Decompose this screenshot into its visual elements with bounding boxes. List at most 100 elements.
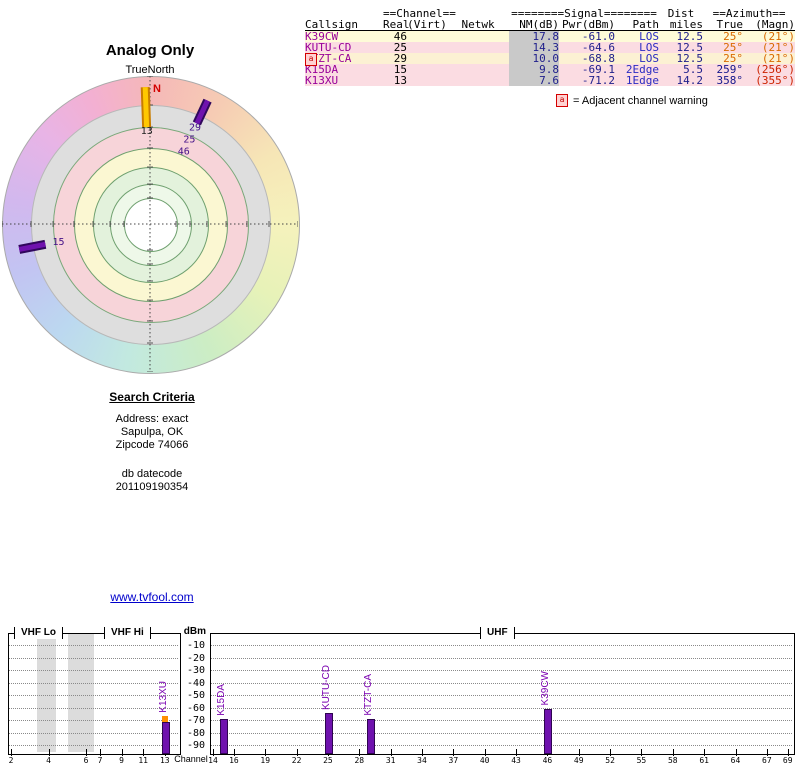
azimuth-true-cell: 25° xyxy=(723,52,744,65)
table-row: K39CW 46 17.8 -61.0 LOS 12.5 25° (21°) xyxy=(305,30,796,43)
gridline xyxy=(211,745,792,746)
real-channel-cell: 13 xyxy=(393,74,407,87)
x-axis-tick-label: 31 xyxy=(385,756,396,765)
search-zipcode: Zipcode 74066 xyxy=(115,439,189,451)
x-axis-tick-label: 61 xyxy=(699,756,709,765)
path-cell: LOS xyxy=(639,52,660,65)
search-address: Address: exact xyxy=(115,413,189,425)
x-axis-tick xyxy=(672,749,674,756)
x-axis-tick xyxy=(48,749,50,756)
gridline xyxy=(211,720,792,721)
radar-channel-label: 25 xyxy=(183,134,195,145)
callsign-cell: K39CW xyxy=(305,30,339,43)
x-axis-tick-label: 58 xyxy=(667,756,678,765)
power-cell: -68.8 xyxy=(581,52,616,65)
y-axis-tick-label: -40 xyxy=(186,677,205,689)
distance-cell: 5.5 xyxy=(683,63,704,76)
x-axis-tick xyxy=(359,749,361,756)
x-axis-tick xyxy=(735,749,737,756)
callsign-cell: KUTU-CD xyxy=(305,41,352,54)
legend-text: = Adjacent channel warning xyxy=(573,94,708,107)
azimuth-true-cell: 25° xyxy=(723,41,744,54)
x-axis-tick-label: 34 xyxy=(417,756,427,765)
x-axis-tick xyxy=(143,749,145,756)
section-label-uhf: UHF xyxy=(480,627,515,639)
x-axis-tick xyxy=(787,749,789,756)
x-axis-tick xyxy=(453,749,455,756)
gridline xyxy=(9,720,178,721)
distance-cell: 12.5 xyxy=(676,41,704,54)
table-row: KTZT-CA 29 10.0 -68.8 LOS 12.5 25° (21°) xyxy=(305,52,796,65)
adjacent-channel-warning-icon: a xyxy=(305,53,317,66)
path-cell: 1Edge xyxy=(625,74,660,87)
table-group-header-row: ==Channel== ========Signal======== Dist … xyxy=(305,8,795,19)
x-axis-label: Channel xyxy=(174,754,208,764)
uhf-panel xyxy=(210,633,795,755)
power-cell: -64.6 xyxy=(581,41,616,54)
miles-header: miles xyxy=(659,19,704,31)
channel-group-header: ==Channel== xyxy=(383,7,456,20)
callsign-cell: KTZT-CA xyxy=(305,52,352,65)
radar-channel-label: 15 xyxy=(52,237,64,248)
dist-group-header: Dist xyxy=(667,7,695,20)
north-marker: N xyxy=(153,83,161,95)
x-axis-tick-label: 22 xyxy=(291,756,302,765)
path-cell: 2Edge xyxy=(625,63,660,76)
x-axis-tick xyxy=(390,749,392,756)
radar-channel-label: 46 xyxy=(178,147,190,158)
radar-title: Analog Only xyxy=(105,42,195,59)
power-header: Pwr(dBm) xyxy=(559,19,616,31)
radar-station-marker xyxy=(142,87,150,128)
real-channel-header: Real xyxy=(383,18,410,31)
path-cell: LOS xyxy=(639,41,660,54)
gridline xyxy=(211,707,792,709)
radar-station-marker xyxy=(18,241,46,252)
nm-cell: 17.8 xyxy=(509,30,560,42)
x-axis-tick-label: 67 xyxy=(762,756,772,765)
section-label-vhf-lo: VHF Lo xyxy=(14,627,63,639)
y-axis-tick-label: -60 xyxy=(186,702,205,714)
x-axis-tick-label: 6 xyxy=(83,756,89,765)
x-axis-tick xyxy=(484,749,486,756)
azimuth-magnetic-cell: (21°) xyxy=(761,41,796,54)
gridline xyxy=(9,645,178,646)
x-axis-tick-label: 19 xyxy=(260,756,271,765)
azimuth-true-header: True xyxy=(703,19,744,31)
radar-ring-center xyxy=(124,198,178,252)
signal-bar-callsign-label: KTZT-CA xyxy=(362,673,374,716)
table-row: KUTU-CD 25 14.3 -64.6 LOS 12.5 25° (21°) xyxy=(305,41,796,54)
adjacent-channel-warning-icon: a xyxy=(556,94,568,107)
y-axis-unit-label: dBm xyxy=(183,626,206,637)
search-criteria: Search Criteria Address: exact Sapulpa, … xyxy=(52,390,252,494)
signal-bar xyxy=(544,708,553,754)
gridline xyxy=(9,657,178,659)
power-cell: -61.0 xyxy=(581,30,616,43)
x-axis-tick-label: 52 xyxy=(605,756,615,765)
x-axis-tick xyxy=(610,749,612,756)
azimuth-magnetic-cell: (21°) xyxy=(761,30,796,43)
distance-cell: 14.2 xyxy=(676,74,704,87)
y-axis-tick-label: -10 xyxy=(186,640,205,651)
signal-bar-cap xyxy=(161,715,168,722)
x-axis-tick-label: 40 xyxy=(479,756,490,765)
x-axis-tick xyxy=(704,749,706,756)
x-axis-tick-label: 28 xyxy=(354,756,365,765)
adjacent-warning-legend: a = Adjacent channel warning xyxy=(556,94,708,107)
x-axis-tick xyxy=(121,749,123,756)
signal-bar-callsign-label: KUTU-CD xyxy=(320,665,332,711)
gridline xyxy=(9,732,178,734)
x-axis-tick-label: 37 xyxy=(448,756,459,765)
nm-cell: 14.3 xyxy=(509,42,560,53)
tvfool-link[interactable]: www.tvfool.com xyxy=(110,590,194,604)
gridline xyxy=(9,695,178,696)
azimuth-magnetic-cell: (256°) xyxy=(755,63,796,76)
real-channel-cell: 25 xyxy=(393,41,407,54)
x-axis-tick-label: 55 xyxy=(636,756,647,765)
signal-bar xyxy=(366,718,375,754)
gridline xyxy=(9,707,178,709)
azimuth-true-cell: 259° xyxy=(716,63,744,76)
x-axis-tick-label: 64 xyxy=(730,756,741,765)
table-row: K13XU 13 7.6 -71.2 1Edge 14.2 358° (355°… xyxy=(305,74,796,87)
